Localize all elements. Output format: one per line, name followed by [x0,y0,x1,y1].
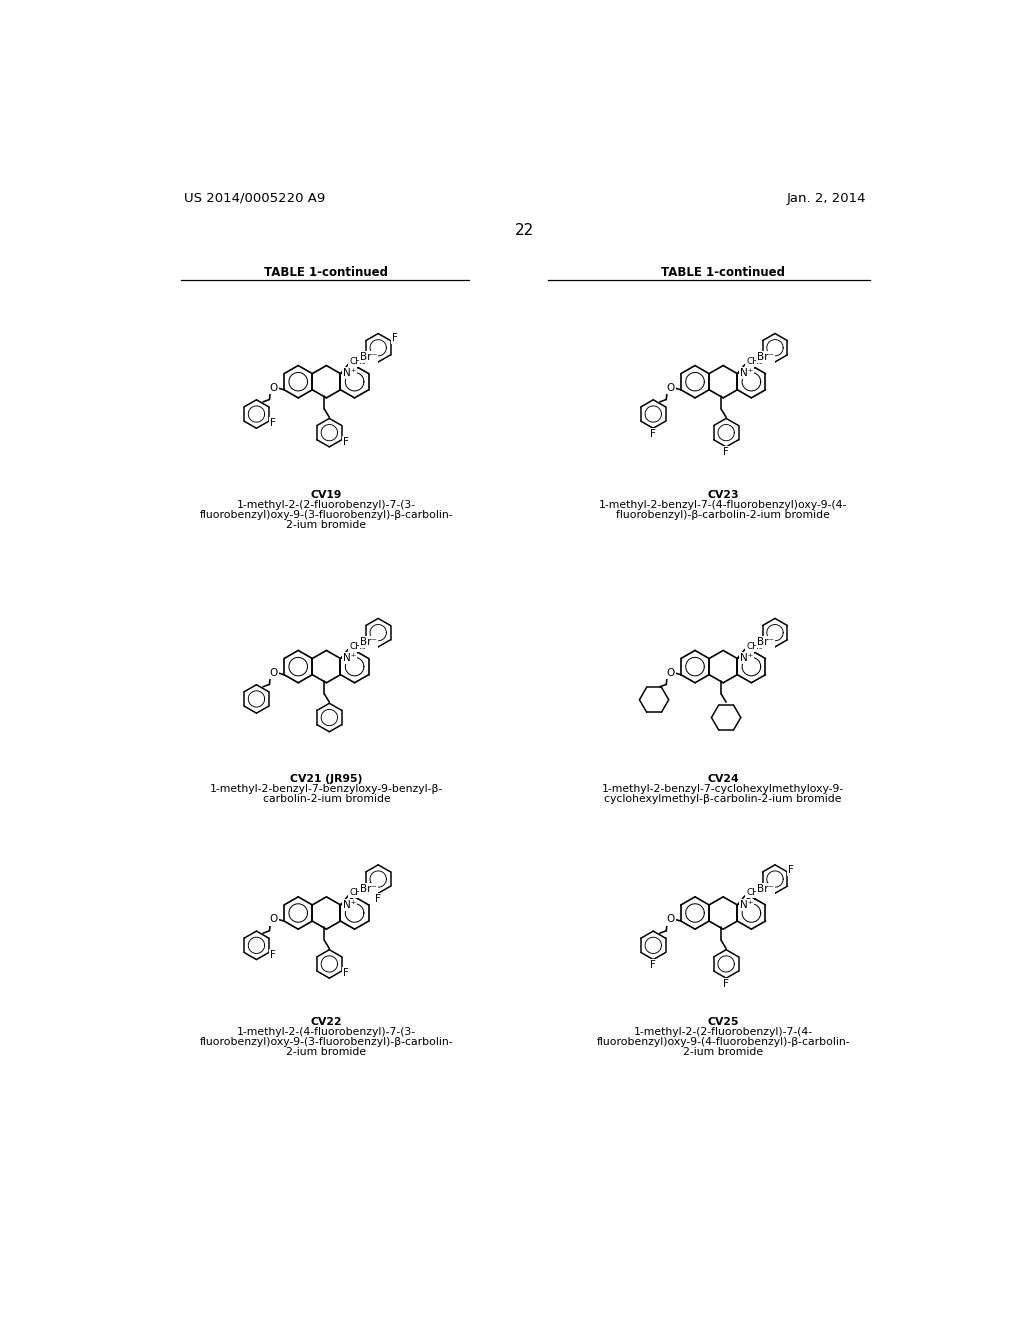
Text: O: O [667,915,675,924]
Text: Br⁻: Br⁻ [359,352,377,363]
Text: Jan. 2, 2014: Jan. 2, 2014 [786,191,866,205]
Text: cyclohexylmethyl-β-carbolin-2-ium bromide: cyclohexylmethyl-β-carbolin-2-ium bromid… [604,795,842,804]
Text: 1-methyl-2-(2-fluorobenzyl)-7-(4-: 1-methyl-2-(2-fluorobenzyl)-7-(4- [634,1027,813,1038]
Text: CV23: CV23 [708,490,739,499]
Text: 2-ium bromide: 2-ium bromide [683,1047,763,1057]
Text: US 2014/0005220 A9: US 2014/0005220 A9 [183,191,325,205]
Text: F: F [270,950,275,960]
Text: 1-methyl-2-benzyl-7-benzyloxy-9-benzyl-β-: 1-methyl-2-benzyl-7-benzyloxy-9-benzyl-β… [210,784,443,795]
Text: CH₃: CH₃ [746,356,763,366]
Text: CV24: CV24 [708,775,739,784]
Text: Br⁻: Br⁻ [757,884,774,894]
Text: CV21 (JR95): CV21 (JR95) [290,775,362,784]
Text: Br⁻: Br⁻ [757,638,774,647]
Text: O: O [667,668,675,678]
Text: 22: 22 [515,223,535,238]
Text: fluorobenzyl)oxy-9-(3-fluorobenzyl)-β-carbolin-: fluorobenzyl)oxy-9-(3-fluorobenzyl)-β-ca… [200,510,454,520]
Text: N⁺: N⁺ [343,653,356,663]
Text: 2-ium bromide: 2-ium bromide [287,520,367,529]
Text: N⁺: N⁺ [740,368,753,379]
Text: F: F [650,429,656,438]
Text: F: F [650,960,656,970]
Text: O: O [667,383,675,393]
Text: 1-methyl-2-(4-fluorobenzyl)-7-(3-: 1-methyl-2-(4-fluorobenzyl)-7-(3- [237,1027,416,1038]
Text: N⁺: N⁺ [740,653,753,663]
Text: N⁺: N⁺ [343,900,356,909]
Text: CV22: CV22 [310,1016,342,1027]
Text: O: O [269,668,278,678]
Text: F: F [270,418,275,429]
Text: CH₃: CH₃ [746,888,763,898]
Text: F: F [391,334,397,343]
Text: fluorobenzyl)-β-carbolin-2-ium bromide: fluorobenzyl)-β-carbolin-2-ium bromide [616,510,830,520]
Text: 2-ium bromide: 2-ium bromide [287,1047,367,1057]
Text: F: F [343,437,348,447]
Text: N⁺: N⁺ [740,900,753,909]
Text: O: O [269,915,278,924]
Text: N⁺: N⁺ [343,368,356,379]
Text: CH₃: CH₃ [349,888,366,898]
Text: CH₃: CH₃ [746,642,763,651]
Text: 1-methyl-2-benzyl-7-(4-fluorobenzyl)oxy-9-(4-: 1-methyl-2-benzyl-7-(4-fluorobenzyl)oxy-… [599,499,848,510]
Text: fluorobenzyl)oxy-9-(3-fluorobenzyl)-β-carbolin-: fluorobenzyl)oxy-9-(3-fluorobenzyl)-β-ca… [200,1038,454,1047]
Text: fluorobenzyl)oxy-9-(4-fluorobenzyl)-β-carbolin-: fluorobenzyl)oxy-9-(4-fluorobenzyl)-β-ca… [596,1038,850,1047]
Text: Br⁻: Br⁻ [757,352,774,363]
Text: O: O [269,383,278,393]
Text: F: F [788,865,795,875]
Text: carbolin-2-ium bromide: carbolin-2-ium bromide [262,795,390,804]
Text: TABLE 1-continued: TABLE 1-continued [264,265,388,279]
Text: Br⁻: Br⁻ [359,638,377,647]
Text: Br⁻: Br⁻ [359,884,377,894]
Text: F: F [375,894,381,904]
Text: TABLE 1-continued: TABLE 1-continued [662,265,785,279]
Text: F: F [723,447,729,457]
Text: CV19: CV19 [310,490,342,499]
Text: CV25: CV25 [708,1016,739,1027]
Text: 1-methyl-2-(2-fluorobenzyl)-7-(3-: 1-methyl-2-(2-fluorobenzyl)-7-(3- [237,499,416,510]
Text: F: F [343,969,348,978]
Text: F: F [723,978,729,989]
Text: CH₃: CH₃ [349,356,366,366]
Text: CH₃: CH₃ [349,642,366,651]
Text: 1-methyl-2-benzyl-7-cyclohexylmethyloxy-9-: 1-methyl-2-benzyl-7-cyclohexylmethyloxy-… [602,784,845,795]
